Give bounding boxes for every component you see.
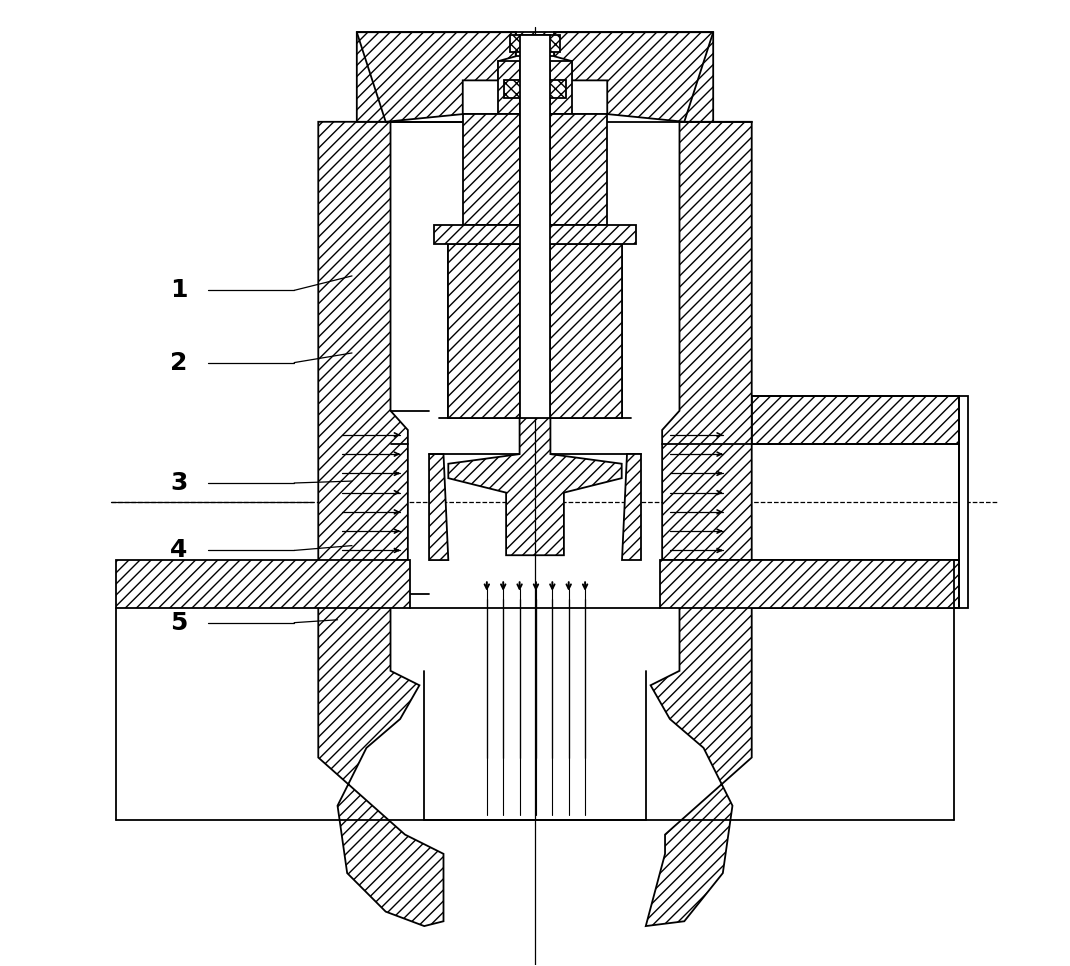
Polygon shape	[752, 396, 959, 444]
Polygon shape	[622, 454, 641, 560]
Polygon shape	[959, 396, 968, 609]
Polygon shape	[510, 35, 560, 52]
Polygon shape	[520, 35, 550, 417]
Polygon shape	[116, 560, 410, 609]
Polygon shape	[660, 560, 954, 609]
Polygon shape	[550, 61, 571, 114]
Polygon shape	[554, 32, 714, 122]
Text: 3: 3	[170, 471, 187, 495]
Polygon shape	[433, 225, 637, 244]
Polygon shape	[318, 122, 443, 926]
Polygon shape	[504, 80, 566, 98]
Polygon shape	[448, 244, 520, 417]
Text: 4: 4	[170, 538, 187, 562]
Polygon shape	[429, 454, 448, 560]
Polygon shape	[356, 32, 516, 122]
Polygon shape	[462, 114, 520, 225]
Polygon shape	[752, 560, 959, 609]
Polygon shape	[499, 61, 520, 114]
Polygon shape	[550, 244, 622, 417]
Polygon shape	[448, 417, 622, 555]
Polygon shape	[516, 32, 554, 56]
Polygon shape	[646, 122, 752, 926]
Polygon shape	[550, 114, 608, 225]
Text: 1: 1	[170, 278, 187, 302]
Text: 5: 5	[170, 611, 187, 635]
Text: 2: 2	[170, 351, 187, 375]
